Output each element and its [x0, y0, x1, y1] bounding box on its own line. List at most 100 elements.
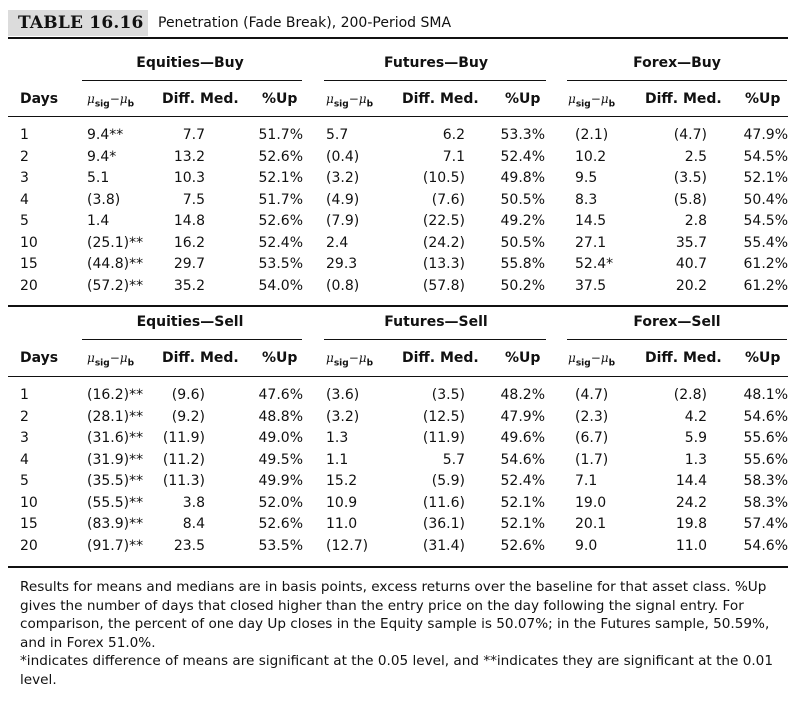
- cell-forex-diff-med: 14.4: [675, 473, 707, 489]
- cell-forex-pct-up: 61.2%: [743, 256, 788, 272]
- cell-forex-pct-up: 58.3%: [743, 473, 788, 489]
- cell-futures-pct-up: 49.2%: [500, 213, 545, 229]
- cell-futures-mean-diff: 11.0: [326, 516, 358, 532]
- cell-forex-diff-med: (4.7): [673, 127, 707, 143]
- cell-futures-diff-med: (11.6): [422, 494, 465, 511]
- cell-forex-diff-med: 5.9: [684, 430, 707, 446]
- cell-equities-diff-med: (9.2): [171, 408, 205, 425]
- cell-forex-pct-up: 54.6%: [743, 408, 788, 425]
- cell-equities-pct-up: 49.0%: [258, 430, 303, 446]
- cell-forex-pct-up: 52.1%: [743, 170, 788, 186]
- cell-equities-mean-diff: (31.9)**: [87, 451, 144, 468]
- cell-forex-mean-diff: 19.0: [575, 494, 607, 511]
- col-header-pct-up: %Up: [745, 350, 781, 366]
- group-underline: [324, 80, 546, 81]
- cell-forex-diff-med: 1.3: [684, 451, 707, 468]
- cell-futures-mean-diff: (3.2): [326, 408, 360, 425]
- cell-equities-pct-up: 53.5%: [258, 537, 303, 554]
- cell-equities-pct-up: 52.6%: [258, 516, 303, 532]
- cell-forex-mean-diff: 9.0: [575, 537, 598, 554]
- cell-futures-pct-up: 55.8%: [500, 256, 545, 272]
- cell-equities-mean-diff: (3.8): [87, 191, 121, 208]
- cell-forex-mean-diff: (1.7): [575, 451, 609, 468]
- cell-days: 3: [20, 430, 29, 446]
- cell-forex-pct-up: 57.4%: [743, 516, 788, 532]
- table-row: 10 (55.5)** 3.8 52.0% 10.9 (11.6) 52.1% 19.0 24.…: [0, 493, 803, 514]
- cell-forex-pct-up: 55.4%: [743, 234, 788, 251]
- col-header-pct-up: %Up: [745, 91, 781, 107]
- table-row: 3 5.1 10.3 52.1% (3.2) (10.5) 49.8% 9.5 (3.5) 52.…: [0, 168, 803, 189]
- header-rule: [8, 376, 788, 377]
- cell-equities-mean-diff: (91.7)**: [87, 537, 144, 554]
- cell-equities-pct-up: 47.6%: [258, 387, 303, 403]
- cell-forex-diff-med: 19.8: [675, 516, 707, 532]
- cell-forex-mean-diff: 20.1: [575, 516, 607, 532]
- col-header-diff-med: Diff. Med.: [402, 91, 479, 107]
- cell-futures-mean-diff: (3.2): [326, 170, 360, 186]
- col-header-mean-diff: μsig−μb: [568, 351, 616, 369]
- table-row: 20 (91.7)** 23.5 53.5% (12.7) (31.4) 52.6% 9.0 1…: [0, 536, 803, 557]
- group-header-forex-buy: Forex—Buy: [633, 55, 721, 71]
- group-underline: [82, 80, 302, 81]
- table-row: 5 1.4 14.8 52.6% (7.9) (22.5) 49.2% 14.5 2.8 54.5…: [0, 211, 803, 232]
- col-header-days: Days: [20, 91, 59, 107]
- cell-equities-diff-med: 29.7: [173, 256, 205, 272]
- bottom-rule: [8, 566, 788, 568]
- cell-futures-mean-diff: (7.9): [326, 213, 360, 229]
- table-header: TABLE 16.16 Penetration (Fade Break), 20…: [8, 10, 795, 36]
- cell-futures-diff-med: 7.1: [442, 148, 465, 165]
- cell-forex-pct-up: 47.9%: [743, 127, 788, 143]
- cell-futures-pct-up: 52.4%: [500, 473, 545, 489]
- cell-equities-mean-diff: (16.2)**: [87, 387, 144, 403]
- cell-equities-pct-up: 49.9%: [258, 473, 303, 489]
- cell-forex-mean-diff: 52.4*: [575, 256, 614, 272]
- cell-equities-mean-diff: (55.5)**: [87, 494, 144, 511]
- cell-forex-pct-up: 54.6%: [743, 537, 788, 554]
- table-row: 10 (25.1)** 16.2 52.4% 2.4 (24.2) 50.5% 27.1 35.…: [0, 233, 803, 254]
- cell-equities-diff-med: 35.2: [173, 277, 205, 294]
- cell-futures-diff-med: (22.5): [422, 213, 465, 229]
- cell-forex-pct-up: 55.6%: [743, 430, 788, 446]
- cell-equities-mean-diff: 9.4*: [87, 148, 117, 165]
- cell-equities-pct-up: 52.6%: [258, 213, 303, 229]
- table-row: 2 (28.1)** (9.2) 48.8% (3.2) (12.5) 47.9% (2.3)…: [0, 407, 803, 428]
- cell-equities-pct-up: 53.5%: [258, 256, 303, 272]
- cell-days: 3: [20, 170, 29, 186]
- cell-futures-pct-up: 52.1%: [500, 516, 545, 532]
- group-header-equities-buy: Equities—Buy: [136, 55, 244, 71]
- cell-forex-diff-med: (5.8): [673, 191, 707, 208]
- cell-forex-diff-med: 4.2: [684, 408, 707, 425]
- cell-forex-pct-up: 58.3%: [743, 494, 788, 511]
- cell-futures-mean-diff: (12.7): [326, 537, 369, 554]
- top-rule: [8, 37, 788, 39]
- cell-days: 4: [20, 451, 29, 468]
- cell-futures-diff-med: (13.3): [422, 256, 465, 272]
- cell-futures-pct-up: 49.8%: [500, 170, 545, 186]
- group-header-equities-sell: Equities—Sell: [136, 314, 244, 330]
- cell-forex-pct-up: 55.6%: [743, 451, 788, 468]
- cell-futures-mean-diff: (4.9): [326, 191, 360, 208]
- cell-futures-pct-up: 49.6%: [500, 430, 545, 446]
- cell-futures-diff-med: (10.5): [422, 170, 465, 186]
- cell-futures-diff-med: (12.5): [422, 408, 465, 425]
- cell-equities-diff-med: 23.5: [173, 537, 205, 554]
- cell-forex-pct-up: 61.2%: [743, 277, 788, 294]
- cell-futures-pct-up: 52.6%: [500, 537, 545, 554]
- group-header-futures-sell: Futures—Sell: [384, 314, 488, 330]
- cell-futures-diff-med: (11.9): [422, 430, 465, 446]
- cell-futures-diff-med: (57.8): [422, 277, 465, 294]
- col-header-pct-up: %Up: [505, 350, 541, 366]
- cell-equities-diff-med: (9.6): [171, 387, 205, 403]
- cell-days: 2: [20, 148, 29, 165]
- cell-days: 20: [20, 277, 38, 294]
- table-title: Penetration (Fade Break), 200-Period SMA: [158, 15, 452, 31]
- col-header-mean-diff: μsig−μb: [568, 92, 616, 110]
- cell-equities-mean-diff: (57.2)**: [87, 277, 144, 294]
- note-paragraph: *indicates difference of means are signi…: [20, 653, 773, 688]
- cell-equities-diff-med: 10.3: [173, 170, 205, 186]
- cell-forex-mean-diff: 27.1: [575, 234, 607, 251]
- col-header-mean-diff: μsig−μb: [326, 92, 374, 110]
- cell-equities-diff-med: 14.8: [173, 213, 205, 229]
- cell-days: 2: [20, 408, 29, 425]
- cell-forex-mean-diff: 10.2: [575, 148, 607, 165]
